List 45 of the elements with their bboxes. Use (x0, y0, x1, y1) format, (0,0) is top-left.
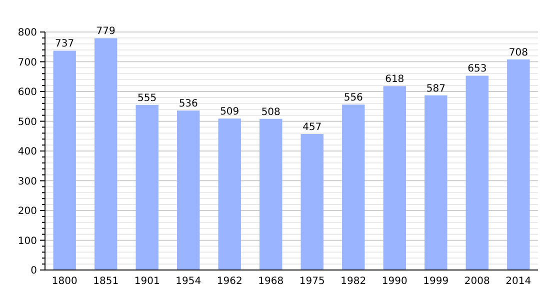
x-tick-label: 1999 (423, 276, 449, 287)
x-tick-label: 1851 (93, 276, 119, 287)
data-label: 509 (220, 106, 240, 118)
bar (136, 104, 158, 270)
y-tick-label: 600 (18, 87, 37, 98)
x-tick-label: 1990 (382, 276, 408, 287)
y-tick-label: 400 (18, 146, 37, 158)
y-tick-label: 200 (18, 206, 37, 217)
y-tick-label: 300 (18, 176, 37, 188)
y-tick-label: 0 (30, 266, 37, 276)
y-tick-label: 800 (18, 28, 37, 38)
data-label: 556 (344, 92, 363, 104)
x-tick-label: 1800 (52, 276, 78, 287)
y-tick-label: 700 (18, 57, 37, 68)
bar (177, 110, 200, 270)
bar (53, 50, 76, 270)
x-tick-label: 1954 (176, 276, 202, 287)
x-tick-label: 1962 (216, 276, 242, 287)
data-label: 457 (302, 122, 322, 134)
bar (300, 134, 324, 270)
data-label: 737 (55, 38, 74, 50)
bar (507, 59, 530, 270)
y-tick-label: 100 (18, 236, 37, 247)
data-label: 555 (138, 92, 157, 104)
data-label: 708 (508, 47, 528, 58)
data-label: 779 (96, 26, 116, 38)
bar (260, 118, 282, 270)
data-label: 508 (261, 106, 280, 118)
bar (218, 118, 241, 270)
x-tick-label: 1901 (134, 276, 160, 287)
bar (94, 38, 118, 270)
bar (424, 95, 448, 270)
data-label: 587 (426, 83, 446, 94)
x-tick-label: 1968 (258, 276, 284, 287)
bar (342, 104, 365, 270)
x-tick-label: 1975 (299, 276, 325, 287)
data-label: 653 (468, 64, 487, 75)
bar (383, 86, 406, 270)
x-tick-label: 2008 (464, 276, 490, 287)
data-label: 618 (385, 74, 404, 86)
bar (466, 76, 488, 270)
x-tick-label: 1982 (340, 276, 366, 287)
x-tick-label: 2014 (506, 276, 532, 287)
y-tick-label: 500 (18, 116, 37, 128)
data-label: 536 (178, 98, 198, 110)
